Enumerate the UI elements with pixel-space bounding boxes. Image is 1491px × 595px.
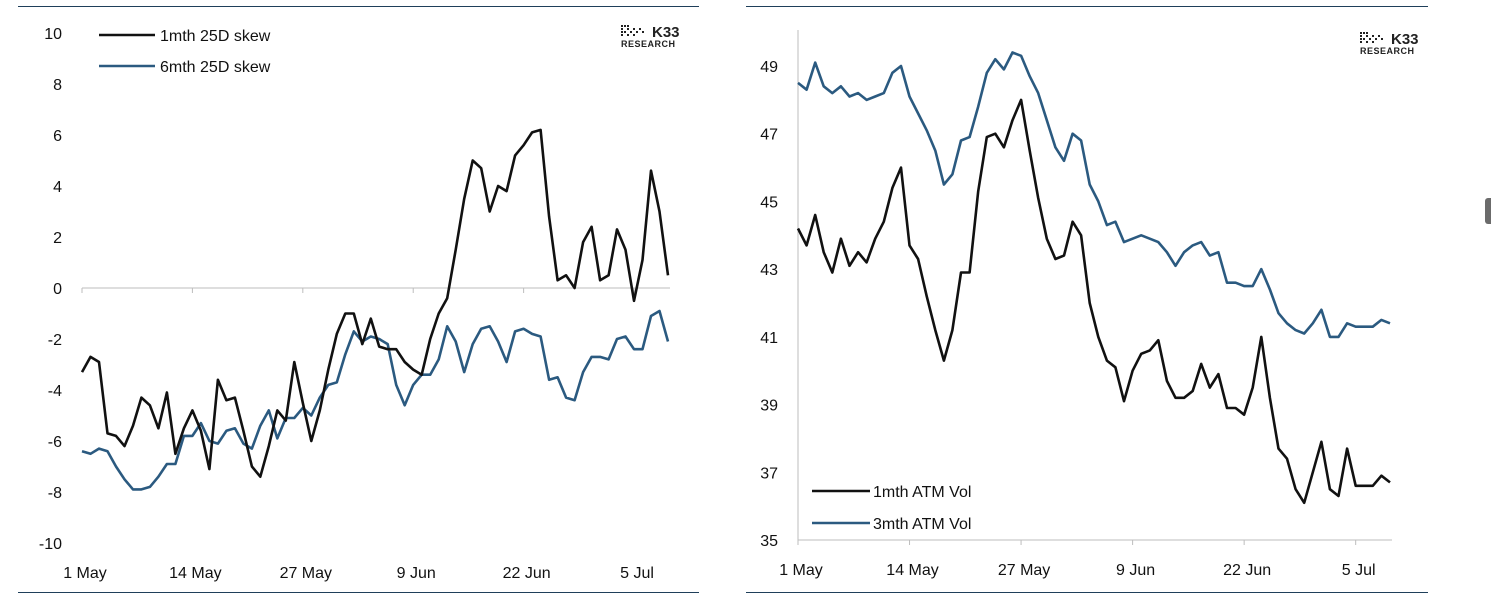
x-tick-label: 27 May xyxy=(280,565,332,582)
y-tick-label: -4 xyxy=(48,383,62,400)
y-tick-labels: 49 47 45 43 41 39 37 35 xyxy=(760,59,778,550)
atm-vol-chart: 49 47 45 43 41 39 37 35 1 May 14 May 27 May 9 Jun 2… xyxy=(760,30,1419,579)
series-lines xyxy=(796,51,1391,505)
top-rule-left xyxy=(18,6,699,7)
y-tick-label: -10 xyxy=(39,536,62,553)
y-tick-labels: 10 8 6 4 2 0 -2 -4 -6 -8 -10 xyxy=(39,26,62,553)
y-tick-label: 10 xyxy=(44,26,62,43)
y-tick-label: 4 xyxy=(53,179,62,196)
y-tick-label: -6 xyxy=(48,434,62,451)
skew-chart-panel: 10 8 6 4 2 0 -2 -4 -6 -8 -10 1 May 14 May 27 May 9 Ju… xyxy=(0,0,720,595)
x-tick-label: 14 May xyxy=(886,562,938,579)
scroll-handle[interactable] xyxy=(1485,198,1491,224)
top-rule-right xyxy=(746,6,1428,7)
y-tick-label: 41 xyxy=(760,330,778,347)
y-tick-label: 45 xyxy=(760,194,778,211)
y-tick-label: 43 xyxy=(760,262,778,279)
series-line-6mth-25d-skew xyxy=(81,309,670,491)
y-tick-label: -8 xyxy=(48,485,62,502)
logo-dots-icon xyxy=(621,25,644,36)
x-tick-marks xyxy=(81,288,635,293)
series-line-1mth-25d-skew xyxy=(80,128,670,479)
skew-chart: 10 8 6 4 2 0 -2 -4 -6 -8 -10 1 May 14 May 27 May 9 Ju… xyxy=(39,24,680,582)
y-tick-label: 0 xyxy=(53,281,62,298)
y-tick-label: 6 xyxy=(53,128,62,145)
logo-sub: RESEARCH xyxy=(1360,46,1415,56)
x-tick-label: 27 May xyxy=(998,562,1050,579)
y-tick-label: 2 xyxy=(53,230,62,247)
x-tick-label: 1 May xyxy=(779,562,823,579)
series-line-1mth-atm-vol xyxy=(796,98,1391,505)
legend-label-1mth-skew: 1mth 25D skew xyxy=(160,28,271,45)
logo-dots-icon xyxy=(1360,32,1383,43)
x-tick-label: 1 May xyxy=(63,565,107,582)
k33-logo: K33 RESEARCH xyxy=(621,24,680,49)
legend: 1mth ATM Vol 3mth ATM Vol xyxy=(812,484,971,533)
series-lines xyxy=(80,128,670,491)
axes xyxy=(797,30,1392,541)
x-tick-marks xyxy=(797,540,1357,545)
y-tick-label: 47 xyxy=(760,127,778,144)
x-tick-labels: 1 May 14 May 27 May 9 Jun 22 Jun 5 Jul xyxy=(779,562,1375,579)
y-tick-label: 39 xyxy=(760,398,778,415)
y-tick-label: -2 xyxy=(48,332,62,349)
y-tick-label: 37 xyxy=(760,465,778,482)
x-tick-label: 5 Jul xyxy=(620,565,654,582)
logo-sub: RESEARCH xyxy=(621,39,676,49)
x-tick-label: 14 May xyxy=(169,565,221,582)
y-tick-label: 49 xyxy=(760,59,778,76)
x-tick-label: 9 Jun xyxy=(397,565,436,582)
logo-name: K33 xyxy=(1391,31,1419,48)
series-line-3mth-atm-vol xyxy=(797,51,1391,339)
legend-label-6mth-skew: 6mth 25D skew xyxy=(160,59,271,76)
x-tick-label: 22 Jun xyxy=(1223,562,1271,579)
logo-name: K33 xyxy=(652,24,680,41)
k33-logo: K33 RESEARCH xyxy=(1360,31,1419,56)
bottom-rule-left xyxy=(18,592,699,593)
y-tick-label: 8 xyxy=(53,77,62,94)
x-tick-label: 9 Jun xyxy=(1116,562,1155,579)
legend-label-3mth-atm: 3mth ATM Vol xyxy=(873,516,971,533)
x-tick-label: 5 Jul xyxy=(1342,562,1376,579)
bottom-rule-right xyxy=(746,592,1428,593)
legend: 1mth 25D skew 6mth 25D skew xyxy=(99,28,271,76)
legend-label-1mth-atm: 1mth ATM Vol xyxy=(873,484,971,501)
y-tick-label: 35 xyxy=(760,533,778,550)
x-tick-labels: 1 May 14 May 27 May 9 Jun 22 Jun 5 Jul xyxy=(63,565,654,582)
x-tick-label: 22 Jun xyxy=(503,565,551,582)
atm-vol-chart-panel: 49 47 45 43 41 39 37 35 1 May 14 May 27 May 9 Jun 2… xyxy=(720,0,1440,595)
